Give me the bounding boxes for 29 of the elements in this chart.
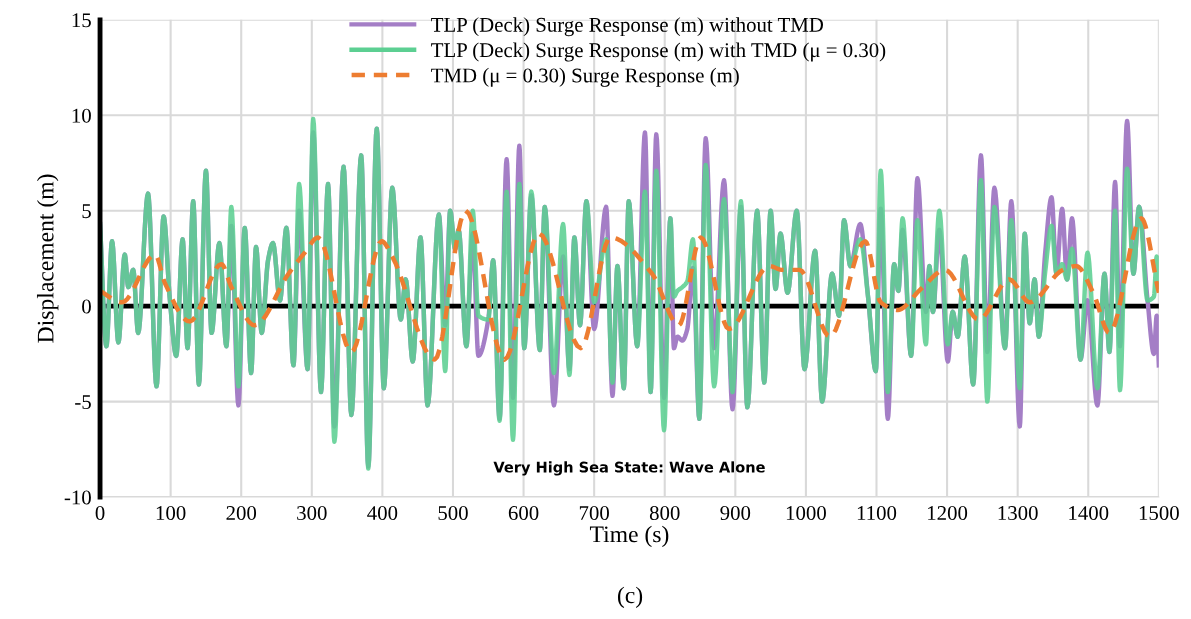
x-tick-label: 700 [579, 505, 609, 521]
x-tick-label: 1200 [928, 505, 968, 521]
x-tick-label: 900 [720, 505, 751, 521]
y-tick-label: -10 [64, 490, 91, 505]
x-tick-label: 1000 [786, 505, 826, 521]
y-axis-title: Displacement (m) [36, 174, 59, 343]
y-tick-label: 15 [72, 13, 91, 28]
x-tick-label: 1400 [1069, 505, 1109, 521]
y-tick-label: -5 [75, 395, 91, 410]
x-tick-label: 600 [508, 505, 539, 521]
x-tick-label: 200 [226, 505, 257, 521]
x-tick-label: 500 [438, 505, 468, 521]
annotation: Very High Sea State: Wave Alone [493, 461, 765, 476]
legend-label: TMD (μ = 0.30) Surge Response (m) [431, 67, 739, 87]
y-tick-label: 10 [72, 108, 91, 123]
y-tick-label: 0 [82, 299, 91, 314]
x-tick-label: 100 [156, 505, 186, 521]
x-tick-label: 1500 [1139, 505, 1179, 521]
text: (c) [617, 586, 643, 609]
legend-label: TLP (Deck) Surge Response (m) with TMD (μ = 0.30) [431, 42, 886, 62]
x-tick-label: 0 [95, 505, 105, 521]
x-tick-label: 1100 [857, 505, 897, 521]
x-tick-label: 300 [297, 505, 327, 521]
legend-label: TLP (Deck) Surge Response (m) without TMD [431, 17, 824, 37]
x-axis-title: Time (s) [589, 525, 669, 548]
x-tick-label: 400 [367, 505, 398, 521]
x-tick-label: 1300 [998, 505, 1038, 521]
y-tick-label: 5 [82, 204, 91, 219]
x-tick-label: 800 [649, 505, 680, 521]
